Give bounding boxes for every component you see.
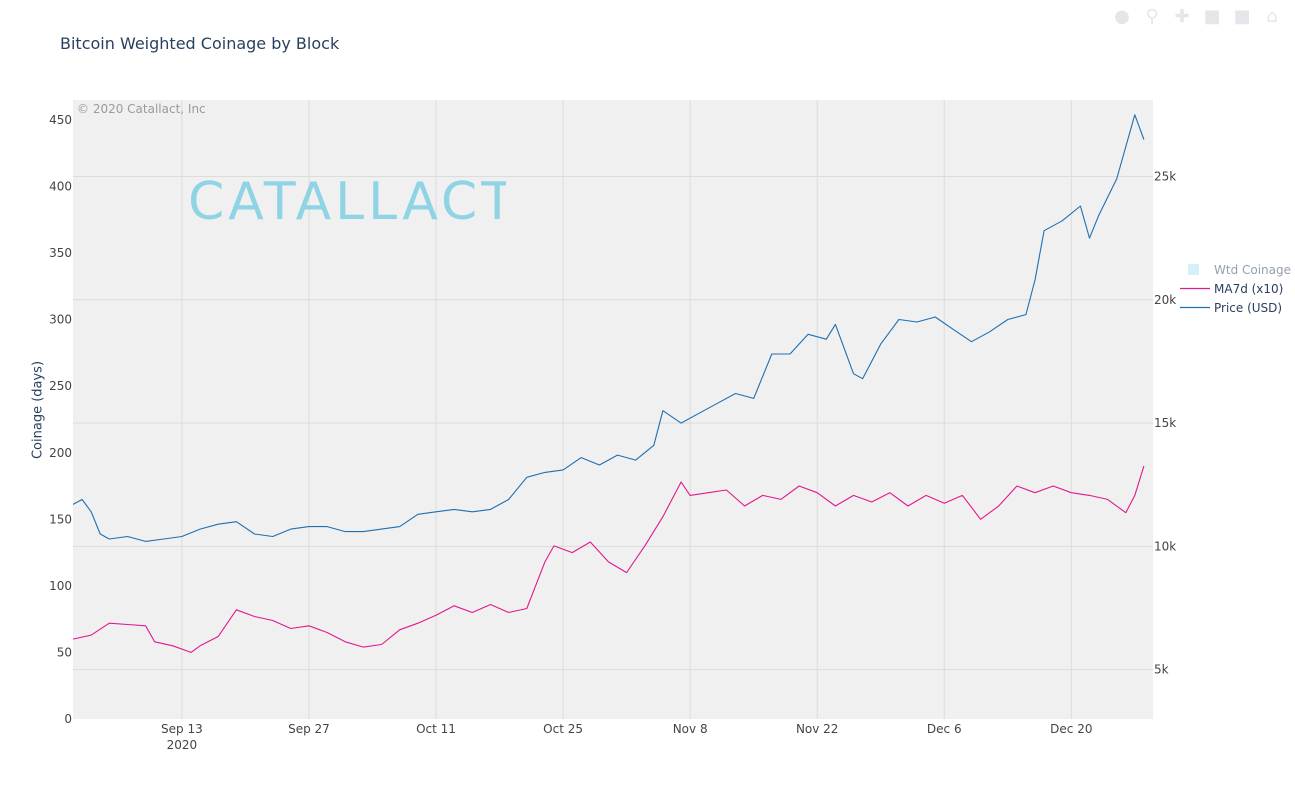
zoom-in-icon[interactable]: ■ — [1203, 6, 1221, 27]
y-axis-right-ticks: 5k 10k 15k 20k 25k — [1154, 169, 1176, 676]
legend-item-ma7d[interactable]: MA7d (x10) — [1178, 279, 1291, 298]
legend-swatch-wtd — [1188, 264, 1199, 275]
y-axis-title: Coinage (days) — [30, 360, 46, 460]
pan-icon[interactable]: ✚ — [1174, 6, 1190, 27]
y-tick-label: 150 — [49, 512, 72, 526]
zoom-out-icon[interactable]: ■ — [1233, 6, 1251, 27]
y2-tick-label: 5k — [1154, 663, 1169, 677]
y2-tick-label: 15k — [1154, 416, 1176, 430]
legend-item-wtd-coinage[interactable]: Wtd Coinage — [1178, 260, 1291, 279]
x-axis-ticks: Sep 13 2020 Sep 27 Oct 11 Oct 25 Nov 8 Nov 22 D… — [161, 722, 1092, 752]
y-tick-label: 50 — [57, 645, 72, 659]
y-tick-label: 450 — [49, 113, 72, 127]
y-tick-label: 100 — [49, 579, 72, 593]
legend-label-price: Price (USD) — [1214, 300, 1283, 315]
legend-label-wtd: Wtd Coinage — [1214, 262, 1292, 277]
svg-text:CATALLACT: CATALLACT — [188, 172, 506, 232]
x-tick-label: Oct 25 — [543, 722, 583, 736]
x-tick-label: Oct 11 — [416, 722, 456, 736]
modebar: ● ⚲ ✚ ■ ■ ⌂ — [1111, 6, 1283, 28]
x-tick-label: Sep 27 — [288, 722, 330, 736]
zoom-icon[interactable]: ⚲ — [1145, 6, 1159, 27]
x-tick-label: Sep 13 — [161, 722, 203, 736]
y-tick-label: 300 — [49, 313, 72, 327]
x-tick-label: Nov 22 — [796, 722, 839, 736]
camera-icon[interactable]: ● — [1114, 6, 1130, 27]
x-tick-label: Nov 8 — [673, 722, 708, 736]
y-tick-label: 400 — [49, 180, 72, 194]
series-line-ma7d-x10[interactable] — [72, 465, 1145, 653]
legend-label-ma7d: MA7d (x10) — [1214, 281, 1284, 296]
legend-swatch-ma7d — [1180, 287, 1210, 290]
x-tick-label: Dec 6 — [927, 722, 962, 736]
series-line-price-usd[interactable] — [72, 114, 1145, 542]
y-tick-label: 250 — [49, 379, 72, 393]
catallact-logo: CATALLACT — [188, 172, 506, 232]
legend-item-price[interactable]: Price (USD) — [1178, 298, 1291, 317]
gridlines — [73, 100, 1153, 719]
y-tick-label: 350 — [49, 246, 72, 260]
legend: Wtd Coinage MA7d (x10) Price (USD) — [1178, 260, 1291, 317]
y-tick-label: 0 — [64, 712, 72, 726]
x-tick-label: Dec 20 — [1050, 722, 1092, 736]
y2-tick-label: 10k — [1154, 539, 1176, 553]
y2-tick-label: 25k — [1154, 169, 1176, 183]
copyright-watermark: © 2020 Catallact, Inc — [77, 102, 206, 116]
series-layer — [72, 114, 1145, 653]
reset-icon[interactable]: ⌂ — [1266, 6, 1278, 27]
x-tick-sublabel: 2020 — [167, 738, 198, 752]
y-axis-left-ticks: 0 50 100 150 200 250 300 350 400 450 — [49, 113, 72, 726]
y-tick-label: 200 — [49, 446, 72, 460]
chart-title: Bitcoin Weighted Coinage by Block — [60, 34, 340, 53]
y2-tick-label: 20k — [1154, 293, 1176, 307]
legend-swatch-price — [1180, 306, 1210, 309]
